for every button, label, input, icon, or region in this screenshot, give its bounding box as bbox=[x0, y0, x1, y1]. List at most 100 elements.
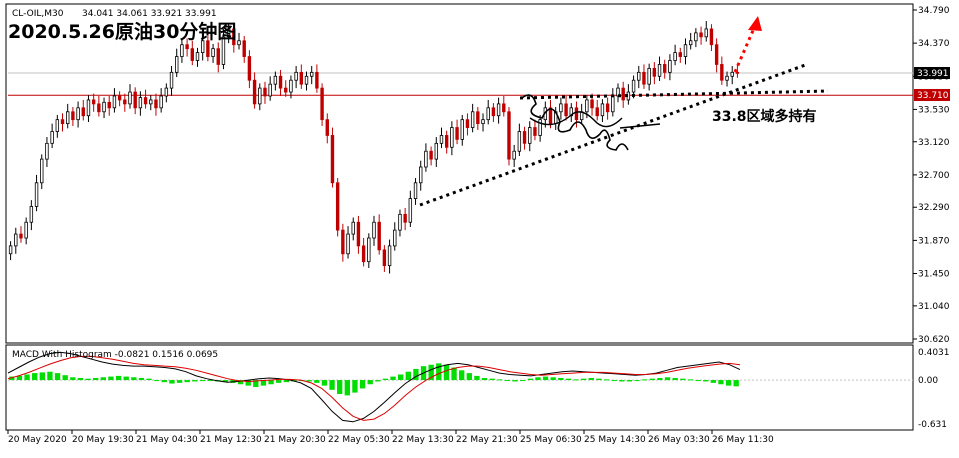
candle bbox=[29, 200, 34, 231]
candle bbox=[720, 56, 724, 85]
macd-histogram-bar bbox=[664, 377, 671, 381]
trend-channel-line bbox=[619, 123, 661, 129]
candle-body bbox=[200, 40, 205, 54]
candle-body bbox=[491, 107, 496, 117]
ohlc-header: 34.041 34.061 33.921 33.991 bbox=[82, 9, 217, 19]
candle-body bbox=[522, 131, 527, 144]
candle-body bbox=[393, 229, 397, 247]
macd-label: MACD With Histogram -0.0821 0.1516 0.069… bbox=[12, 350, 218, 360]
time-tick-label: 22 May 13:30 bbox=[392, 435, 454, 445]
candle-body bbox=[55, 119, 60, 132]
candle-body bbox=[102, 101, 106, 113]
candle-body bbox=[605, 103, 610, 113]
macd-histogram-bar bbox=[527, 378, 533, 381]
candle-body bbox=[387, 245, 392, 267]
candle-body bbox=[315, 71, 319, 89]
candle bbox=[133, 87, 137, 115]
candle bbox=[600, 99, 605, 123]
candle-body bbox=[460, 119, 464, 140]
candle-body bbox=[268, 83, 272, 97]
candle bbox=[398, 209, 402, 237]
time-tick-label: 26 May 11:30 bbox=[712, 435, 774, 445]
macd-histogram-bar bbox=[207, 380, 213, 382]
candle bbox=[730, 66, 734, 85]
macd-histogram-bar bbox=[504, 380, 511, 382]
macd-histogram-bar bbox=[466, 373, 472, 381]
candle-body bbox=[341, 229, 345, 255]
candle bbox=[356, 215, 361, 254]
candle-body bbox=[481, 119, 485, 125]
candle bbox=[652, 62, 657, 85]
candle bbox=[8, 241, 13, 261]
macd-histogram-bar bbox=[542, 376, 549, 381]
candle-body bbox=[683, 44, 688, 57]
candle-body bbox=[211, 48, 215, 57]
candle-body bbox=[159, 95, 163, 109]
candle-body bbox=[502, 103, 506, 113]
candle bbox=[424, 143, 428, 172]
candle-body bbox=[642, 71, 646, 85]
macd-histogram-bar bbox=[703, 380, 709, 382]
macd-histogram-bar bbox=[70, 377, 76, 381]
candle-body bbox=[657, 64, 662, 77]
macd-histogram-bar bbox=[169, 380, 175, 384]
candle-body bbox=[175, 56, 179, 73]
candle bbox=[491, 103, 496, 123]
candle bbox=[19, 226, 23, 243]
candle-body bbox=[434, 142, 438, 160]
candle bbox=[273, 71, 278, 91]
candle-body bbox=[476, 111, 480, 125]
candle bbox=[439, 127, 444, 149]
candle-body bbox=[688, 40, 693, 46]
candle bbox=[476, 107, 480, 130]
candle bbox=[496, 97, 501, 124]
candle bbox=[341, 223, 345, 262]
candle-body bbox=[24, 221, 28, 239]
candle bbox=[528, 121, 532, 152]
candle-body bbox=[180, 44, 184, 57]
macd-histogram-bar bbox=[54, 373, 61, 381]
candle-body bbox=[294, 71, 298, 81]
macd-histogram-bar bbox=[680, 378, 686, 381]
macd-histogram-bar bbox=[176, 380, 183, 383]
candle bbox=[637, 66, 641, 89]
macd-histogram-bar bbox=[123, 376, 129, 381]
candle-body bbox=[19, 233, 23, 239]
macd-histogram-bar bbox=[306, 380, 312, 382]
time-tick-label: 20 May 2020 bbox=[8, 435, 67, 445]
candle-body bbox=[574, 107, 579, 121]
candle-body bbox=[206, 40, 210, 57]
candle-body bbox=[237, 40, 241, 46]
candle bbox=[107, 95, 111, 116]
macd-histogram-bar bbox=[512, 380, 518, 382]
candle bbox=[367, 233, 371, 268]
macd-histogram-bar bbox=[32, 373, 38, 381]
candle-body bbox=[533, 127, 537, 136]
macd-histogram-bar bbox=[146, 378, 152, 381]
candle-body bbox=[289, 79, 293, 93]
candle bbox=[330, 127, 335, 188]
candle bbox=[117, 91, 122, 107]
current-price-tag: 33.991 bbox=[917, 69, 949, 79]
macd-histogram-bar bbox=[649, 378, 655, 381]
price-tick-label: 30.620 bbox=[918, 335, 950, 345]
macd-histogram-bar bbox=[62, 375, 68, 381]
candle bbox=[408, 190, 413, 227]
candle bbox=[180, 39, 184, 63]
candle bbox=[714, 38, 719, 73]
candle-body bbox=[486, 107, 490, 121]
macd-histogram-bar bbox=[520, 380, 526, 382]
candle-body bbox=[673, 52, 677, 61]
candle bbox=[40, 154, 44, 190]
candle bbox=[159, 88, 163, 113]
macd-histogram-bar bbox=[481, 377, 488, 381]
macd-tick-label: 0.4031 bbox=[918, 348, 950, 358]
candle bbox=[502, 95, 506, 117]
candle bbox=[112, 88, 117, 113]
candle-body bbox=[195, 52, 200, 61]
candle bbox=[14, 227, 18, 254]
macd-histogram-bar bbox=[497, 379, 503, 381]
candle bbox=[123, 93, 127, 112]
handwritten-signature bbox=[521, 94, 629, 151]
price-axis: 34.79034.37033.95033.53033.12032.70032.2… bbox=[913, 6, 950, 345]
